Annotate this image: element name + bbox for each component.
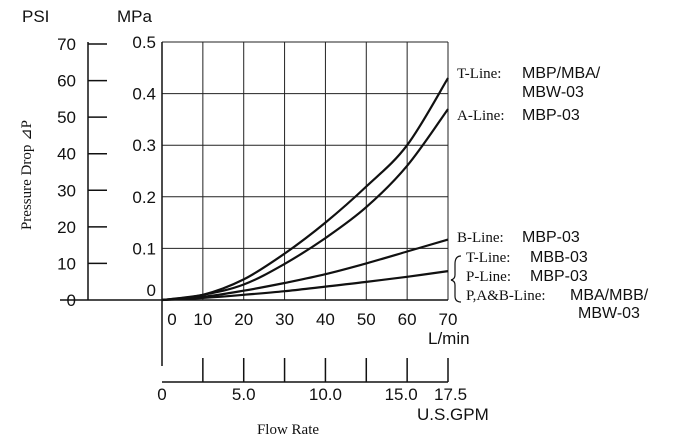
- lmin-tick-label: 60: [398, 310, 417, 329]
- psi-tick-label: 40: [57, 145, 76, 164]
- series-label-model-1b: MBW-03: [522, 84, 584, 101]
- series-label-model-2: MBP-03: [522, 107, 580, 124]
- series-label-model-4a: MBB-03: [530, 249, 588, 266]
- mpa-tick-label: 0.1: [132, 239, 156, 258]
- grouping-brace-icon: [450, 255, 462, 303]
- series-label-model-4c: MBA/MBB/: [570, 287, 649, 304]
- series-curve-3: [161, 238, 449, 302]
- lmin-tick-label: 30: [275, 310, 294, 329]
- lmin-tick-label: 10: [193, 310, 212, 329]
- series-label-model-1: MBP/MBA/: [522, 65, 601, 82]
- gpm-tick-label: 5.0: [232, 385, 256, 404]
- lmin-tick-label: 50: [357, 310, 376, 329]
- series-curve-2: [161, 108, 449, 302]
- x-axis-title: Flow Rate: [257, 422, 319, 438]
- gpm-tick-label: 15.0: [385, 385, 418, 404]
- grid-lines: [162, 41, 449, 300]
- series-label-line-4b: P-Line:: [466, 269, 511, 285]
- series-label-line-4c: P,A&B-Line:: [466, 288, 546, 304]
- mpa-axis-ticks: 0 0.1 0.2 0.3 0.4 0.5: [132, 33, 156, 300]
- psi-tick-label: 30: [57, 181, 76, 200]
- psi-unit-label: PSI: [22, 7, 49, 26]
- series-label-line-3: B-Line:: [457, 230, 504, 246]
- series-curves: [161, 77, 449, 302]
- gpm-unit-label: U.S.GPM: [417, 405, 489, 424]
- mpa-unit-label: MPa: [117, 7, 153, 26]
- gpm-axis-ticks: 0 5.0 10.0 15.0 17.5: [157, 358, 467, 404]
- gpm-tick-label: 17.5: [434, 385, 467, 404]
- series-labels: T-Line: MBP/MBA/ MBW-03 A-Line: MBP-03 B…: [450, 65, 649, 322]
- gpm-tick-label: 10.0: [309, 385, 342, 404]
- mpa-tick-label: 0.4: [132, 85, 156, 104]
- series-curve-1: [161, 77, 449, 302]
- gpm-tick-label: 0: [157, 385, 166, 404]
- psi-tick-label: 20: [57, 218, 76, 237]
- lmin-unit-label: L/min: [428, 329, 470, 348]
- series-label-model-4c2: MBW-03: [578, 305, 640, 322]
- lmin-tick-label: 20: [234, 310, 253, 329]
- psi-tick-label: 10: [57, 254, 76, 273]
- psi-tick-label: 60: [57, 72, 76, 91]
- mpa-tick-label: 0.3: [132, 136, 156, 155]
- series-curve-4: [161, 270, 449, 302]
- series-label-line-4a: T-Line:: [466, 250, 510, 266]
- y-axis-title: Pressure Drop ⊿P: [19, 120, 35, 230]
- mpa-tick-label: 0: [147, 281, 156, 300]
- psi-tick-label: 70: [57, 35, 76, 54]
- lmin-tick-label: 40: [316, 310, 335, 329]
- series-label-model-4b: MBP-03: [530, 268, 588, 285]
- mpa-tick-label: 0.2: [132, 188, 156, 207]
- series-label-line-2: A-Line:: [457, 108, 504, 124]
- series-label-model-3: MBP-03: [522, 229, 580, 246]
- lmin-tick-label: 70: [439, 310, 458, 329]
- lmin-tick-label: 0: [167, 310, 176, 329]
- series-label-line-1: T-Line:: [457, 66, 501, 82]
- psi-tick-label: 50: [57, 108, 76, 127]
- lmin-axis-ticks: 0 10 20 30 40 50 60 70: [167, 310, 457, 329]
- mpa-tick-label: 0.5: [132, 33, 156, 52]
